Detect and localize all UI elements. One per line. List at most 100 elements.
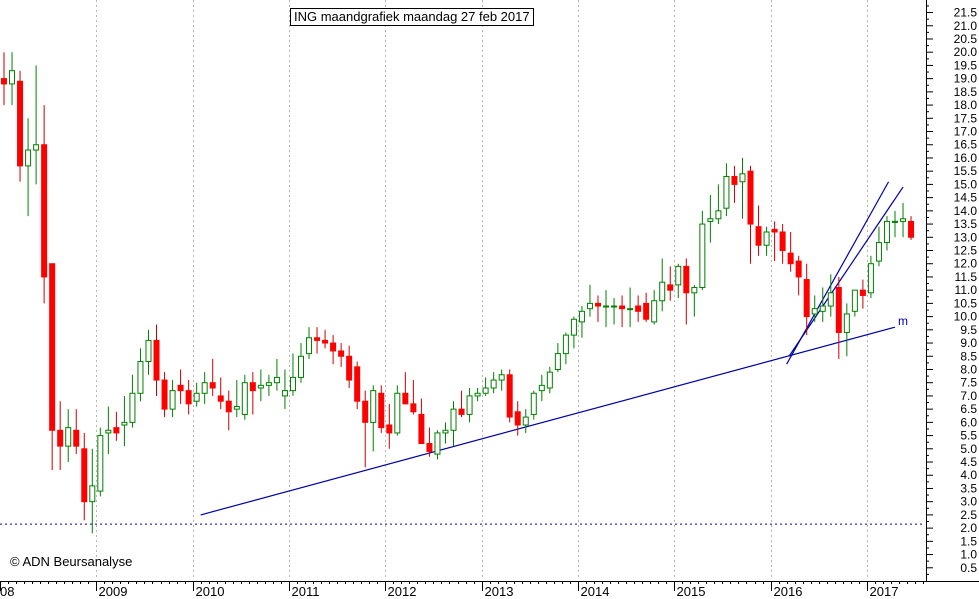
candle-body xyxy=(514,411,521,426)
candle-body xyxy=(843,313,850,333)
candle-body xyxy=(715,210,722,220)
y-tick-label: 19.0 xyxy=(954,72,978,86)
candle-body xyxy=(193,392,200,402)
candle xyxy=(9,52,16,106)
candle-body xyxy=(209,382,216,389)
candle xyxy=(659,258,666,312)
y-tick-label: 5.5 xyxy=(960,429,977,443)
candle-body xyxy=(570,318,577,336)
candle-body xyxy=(739,173,746,183)
candle xyxy=(883,216,890,251)
candle xyxy=(386,403,393,449)
candle-body xyxy=(651,300,658,323)
y-tick-label: 15.0 xyxy=(954,177,978,191)
y-tick-label: 10.0 xyxy=(954,310,978,324)
y-tick-label: 14.0 xyxy=(954,204,978,218)
candle xyxy=(25,118,32,217)
candle xyxy=(169,380,176,418)
candle-body xyxy=(121,421,128,426)
candle xyxy=(249,372,256,415)
candle xyxy=(257,369,264,402)
x-tick-label: 2012 xyxy=(388,584,417,599)
candle xyxy=(241,374,248,420)
candle-body xyxy=(73,429,80,447)
candle-body xyxy=(169,390,176,410)
candle-body xyxy=(426,443,433,452)
candle xyxy=(273,358,280,391)
candle-body xyxy=(265,382,272,386)
candle-body xyxy=(771,228,778,233)
y-tick-label: 13.0 xyxy=(954,230,978,244)
candle-body xyxy=(354,366,361,402)
candle xyxy=(771,221,778,262)
y-tick-label: 20.0 xyxy=(954,45,978,59)
candle xyxy=(394,385,401,436)
candle-body xyxy=(611,305,618,308)
candle xyxy=(851,289,858,317)
y-tick-label: 12.5 xyxy=(954,244,978,258)
candle xyxy=(121,395,128,447)
candle xyxy=(129,374,136,428)
candle-body xyxy=(402,392,409,405)
candle xyxy=(891,210,898,238)
candle xyxy=(97,427,104,497)
y-tick-label: 0.5 xyxy=(960,561,977,575)
candle xyxy=(265,374,272,396)
y-tick-label: 11.0 xyxy=(955,283,978,297)
candle-body xyxy=(466,395,473,415)
long-term-trendline-m xyxy=(200,326,896,516)
candle-body xyxy=(241,382,248,415)
candle xyxy=(843,303,850,357)
candle xyxy=(105,406,112,455)
candle xyxy=(225,390,232,431)
candle xyxy=(787,231,794,272)
candle-body xyxy=(289,376,296,392)
candle-body xyxy=(49,263,56,431)
candle xyxy=(434,430,441,460)
candle-body xyxy=(201,382,208,394)
candle-body xyxy=(635,305,642,312)
candle-body xyxy=(891,220,898,223)
y-tick-label: 17.5 xyxy=(954,111,978,125)
candle-body xyxy=(546,371,553,389)
y-tick-label: 21.0 xyxy=(954,19,978,33)
candle-body xyxy=(498,374,505,381)
candle-body xyxy=(867,263,874,294)
candle xyxy=(306,327,313,359)
candle-body xyxy=(490,379,497,389)
candle xyxy=(627,287,634,328)
candle xyxy=(699,210,706,291)
candle xyxy=(450,401,457,447)
x-tick-label: 2013 xyxy=(485,584,514,599)
candle-body xyxy=(105,429,112,434)
candle xyxy=(442,422,449,444)
y-tick-label: 4.0 xyxy=(960,468,977,482)
candle xyxy=(362,390,369,468)
candle xyxy=(314,327,321,354)
candle xyxy=(875,226,882,267)
candle-body xyxy=(723,175,730,209)
candle-body xyxy=(659,281,666,302)
candle-body xyxy=(699,223,706,289)
candle xyxy=(466,387,473,423)
candle-body xyxy=(787,252,794,265)
candle xyxy=(546,366,553,394)
y-tick-label: 21.5 xyxy=(954,6,978,20)
candles xyxy=(1,52,915,534)
candle xyxy=(322,329,329,349)
candle-body xyxy=(137,361,144,394)
y-tick-label: 11.5 xyxy=(955,270,978,284)
candle-body xyxy=(819,305,826,312)
candle xyxy=(490,372,497,394)
candle-body xyxy=(835,287,842,333)
candle xyxy=(619,295,626,328)
candle-body xyxy=(273,376,280,384)
candle-body xyxy=(233,405,240,410)
candle xyxy=(233,380,240,418)
candle-body xyxy=(578,310,585,323)
candle-body xyxy=(883,220,890,244)
y-tick-label: 3.0 xyxy=(960,495,977,509)
candle xyxy=(731,165,738,203)
candle-body xyxy=(747,170,754,225)
candle-body xyxy=(594,302,601,307)
